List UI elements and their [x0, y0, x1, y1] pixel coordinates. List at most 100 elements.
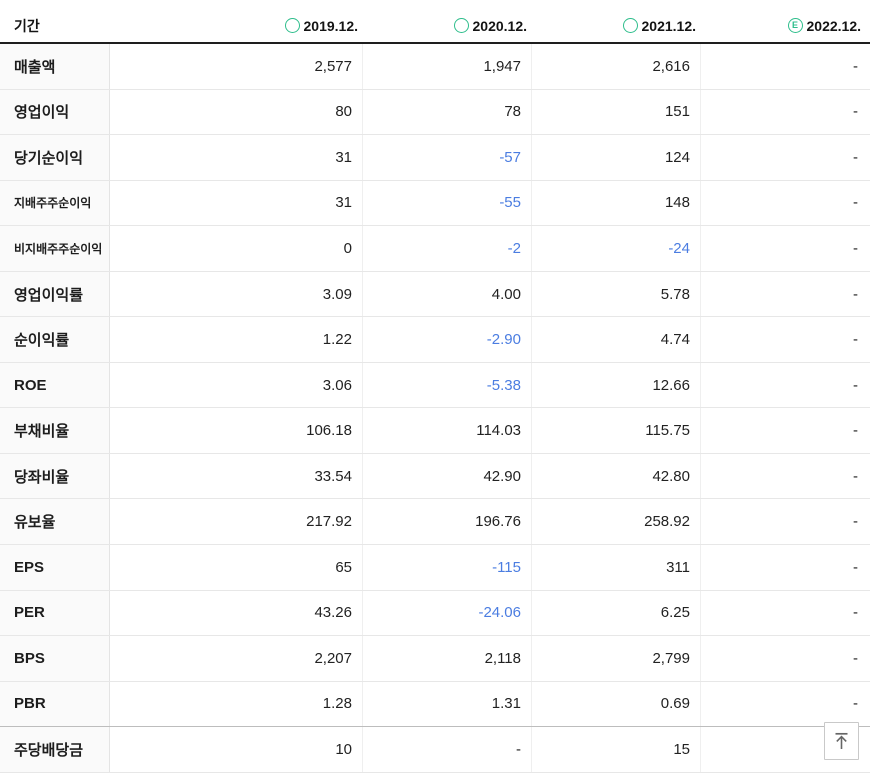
cell-2022: - — [853, 239, 858, 257]
cell-2022: - — [853, 194, 858, 212]
row-label: 지배주주순이익 — [0, 180, 110, 226]
cell-2020: -57 — [363, 135, 532, 180]
cell-2020: -5.38 — [363, 362, 532, 408]
cell-2020: 196.76 — [363, 499, 532, 545]
cell-2020: -115 — [363, 545, 532, 590]
cell-2022: - — [853, 148, 858, 166]
cell-2021: 151 — [532, 89, 701, 135]
column-header-label: 2019.12. — [303, 17, 359, 34]
cell-2021: 2,799 — [532, 636, 701, 681]
cell-2019: 1.22 — [110, 317, 363, 362]
table-row: PER 43.26 -24.06 6.25 - — [0, 590, 870, 637]
row-label: PER — [0, 590, 110, 636]
cell-2019: 31 — [110, 180, 363, 226]
row-label: 영업이익률 — [0, 271, 110, 317]
row-label: 주당배당금 — [0, 727, 110, 772]
cell-2022: - — [853, 57, 858, 75]
cell-2019: 3.09 — [110, 271, 363, 317]
table-row: 당좌비율 33.54 42.90 42.80 - — [0, 453, 870, 500]
cell-2022: - — [853, 103, 858, 121]
table-row: 매출액 2,577 1,947 2,616 - — [0, 44, 870, 90]
cell-2021: -24 — [532, 226, 701, 271]
cell-2022: - — [853, 331, 858, 349]
row-label: 당좌비율 — [0, 453, 110, 499]
cell-2020: 42.90 — [363, 453, 532, 499]
cell-2022: - — [853, 467, 858, 485]
cell-2020: -2 — [363, 226, 532, 271]
cell-2020: 78 — [363, 89, 532, 135]
arrow-up-to-line-icon — [834, 732, 849, 750]
row-label: 부채비율 — [0, 408, 110, 453]
column-header-label: 2022.12. — [806, 17, 862, 34]
cell-2019: 106.18 — [110, 408, 363, 453]
row-label: 영업이익 — [0, 89, 110, 135]
row-label: 비지배주주순이익 — [0, 226, 110, 271]
row-label: ROE — [0, 362, 110, 408]
cell-2022: - — [853, 376, 858, 394]
table-row: 영업이익 80 78 151 - — [0, 89, 870, 136]
scroll-to-top-button[interactable] — [824, 722, 859, 760]
cell-2019: 3.06 — [110, 362, 363, 408]
cell-2019: 80 — [110, 89, 363, 135]
cell-2020: 4.00 — [363, 271, 532, 317]
cell-2020: -55 — [363, 180, 532, 226]
table-row: BPS 2,207 2,118 2,799 - — [0, 636, 870, 682]
header-period-label: 기간 — [14, 17, 40, 34]
cell-2019: 2,577 — [110, 44, 363, 89]
cell-2022: - — [853, 285, 858, 303]
cell-2021: 115.75 — [532, 408, 701, 453]
table-header-row: 기간 2019.12. 2020.12. 2021.12. E 2022.12. — [0, 0, 870, 44]
table-row: 부채비율 106.18 114.03 115.75 - — [0, 408, 870, 454]
cell-2021: 42.80 — [532, 453, 701, 499]
cell-2021: 6.25 — [532, 590, 701, 636]
cell-2022: - — [853, 695, 858, 713]
cell-2021: 124 — [532, 135, 701, 180]
estimate-icon — [453, 18, 469, 33]
cell-2021: 258.92 — [532, 499, 701, 545]
estimate-icon: E — [787, 18, 803, 33]
row-label: 순이익률 — [0, 317, 110, 362]
cell-2021: 4.74 — [532, 317, 701, 362]
cell-2019: 1.28 — [110, 681, 363, 727]
cell-2019: 31 — [110, 135, 363, 180]
cell-2019: 2,207 — [110, 636, 363, 681]
column-header: 2020.12. — [363, 9, 532, 42]
cell-2019: 33.54 — [110, 453, 363, 499]
estimate-icon — [622, 18, 638, 33]
cell-2021: 148 — [532, 180, 701, 226]
cell-2019: 43.26 — [110, 590, 363, 636]
cell-2021: 12.66 — [532, 362, 701, 408]
cell-2022: - — [853, 422, 858, 440]
table-row: 영업이익률 3.09 4.00 5.78 - — [0, 271, 870, 318]
table-row: ROE 3.06 -5.38 12.66 - — [0, 362, 870, 409]
row-label: 유보율 — [0, 499, 110, 545]
column-header-label: 2021.12. — [641, 17, 697, 34]
cell-2020: -24.06 — [363, 590, 532, 636]
cell-2020: 114.03 — [363, 408, 532, 453]
column-header: E 2022.12. — [701, 9, 870, 42]
cell-2019: 10 — [110, 727, 363, 772]
table-row: 주당배당금 10 - 15 - — [0, 727, 870, 773]
cell-2022: - — [853, 649, 858, 667]
cell-2021: 2,616 — [532, 44, 701, 89]
cell-2021: 5.78 — [532, 271, 701, 317]
row-label: 당기순이익 — [0, 135, 110, 180]
cell-2022: - — [853, 604, 858, 622]
table-row: 당기순이익 31 -57 124 - — [0, 135, 870, 181]
table-body: 매출액 2,577 1,947 2,616 - 영업이익 80 78 151 -… — [0, 44, 870, 773]
cell-2020: -2.90 — [363, 317, 532, 362]
cell-2021: 311 — [532, 545, 701, 590]
table-row: 순이익률 1.22 -2.90 4.74 - — [0, 317, 870, 363]
cell-2021: 15 — [532, 727, 701, 772]
table-row: 비지배주주순이익 0 -2 -24 - — [0, 226, 870, 272]
table-row: 지배주주순이익 31 -55 148 - — [0, 180, 870, 227]
cell-2022: - — [853, 558, 858, 576]
cell-2019: 0 — [110, 226, 363, 271]
row-label: BPS — [0, 636, 110, 681]
row-label: 매출액 — [0, 44, 110, 89]
table-row: EPS 65 -115 311 - — [0, 545, 870, 591]
row-label: PBR — [0, 681, 110, 727]
cell-2019: 217.92 — [110, 499, 363, 545]
cell-2020: 1.31 — [363, 681, 532, 727]
